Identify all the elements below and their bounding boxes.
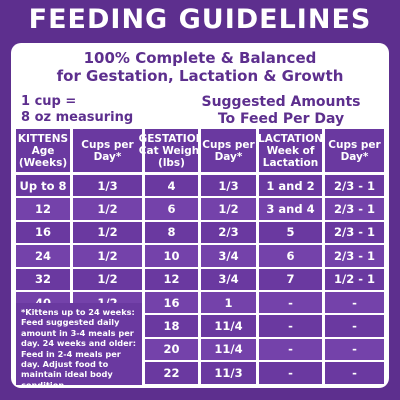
- page-title: FEEDING GUIDELINES: [28, 4, 372, 35]
- lactation-week-cell: -: [259, 292, 322, 314]
- lactation-week-cell: -: [259, 315, 322, 337]
- subtitle-line-1: 100% Complete & Balanced: [83, 49, 317, 67]
- gestation-weight-cell: 18: [145, 315, 198, 337]
- kittens-age-cell: 24: [16, 245, 70, 267]
- gestation-cups-cell: 3/4: [201, 268, 256, 290]
- kittens-cups-cell: 1/2: [73, 198, 142, 220]
- lactation-cups-cell: 2/3 - 1: [325, 198, 384, 220]
- lactation-cups-cell: -: [325, 292, 384, 314]
- kittens-footnote: *Kittens up to 24 weeks: Feed suggested …: [16, 303, 142, 388]
- lactation-cups-cell: -: [325, 362, 384, 384]
- lactation-cups-cell: -: [325, 338, 384, 361]
- gestation-cups-cell: 1/2: [201, 198, 256, 220]
- suggested-line-1: Suggested Amounts: [201, 94, 361, 110]
- gestation-weight-cell: 22: [145, 362, 198, 384]
- gestation-cups-cell: 11/4: [201, 338, 256, 361]
- lactation-cups-cell: 2/3 - 1: [325, 245, 384, 267]
- lactation-week-cell: 1 and 2: [259, 175, 322, 197]
- gestation-weight-cell: 16: [145, 292, 198, 314]
- gestation-cups-cell: 11/3: [201, 362, 256, 384]
- gestation-cups-cell: 11/4: [201, 315, 256, 337]
- gestation-weight-cell: 20: [145, 338, 198, 361]
- lactation-cups-cell: 2/3 - 1: [325, 175, 384, 197]
- kittens-cups-cell: 1/2: [73, 245, 142, 267]
- gestation-cups-cell: 1/3: [201, 175, 256, 197]
- gestation-weight-cell: 8: [145, 221, 198, 244]
- lactation-week-cell: 6: [259, 245, 322, 267]
- suggested-heading: Suggested Amounts To Feed Per Day: [179, 94, 383, 128]
- kittens-cups-cell: 1/2: [73, 221, 142, 244]
- gestation-cups-cell: 1: [201, 292, 256, 314]
- gestation-cups-cell: 2/3: [201, 221, 256, 244]
- kittens-age-cell: Up to 8: [16, 175, 70, 197]
- guidelines-card: 100% Complete & Balanced for Gestation, …: [11, 43, 389, 388]
- kittens-age-header: KITTENS Age (Weeks): [16, 129, 70, 172]
- lactation-week-cell: -: [259, 338, 322, 361]
- kittens-age-cell: 12: [16, 198, 70, 220]
- subtitle: 100% Complete & Balanced for Gestation, …: [11, 49, 389, 85]
- lactation-week-cell: 3 and 4: [259, 198, 322, 220]
- gestation-weight-header: GESTATION Cat Weight (lbs): [139, 129, 204, 172]
- gestation-weight-cell: 6: [145, 198, 198, 220]
- lactation-cups-cell: -: [325, 315, 384, 337]
- kittens-age-cell: 16: [16, 221, 70, 244]
- subtitle-line-2: for Gestation, Lactation & Growth: [56, 67, 344, 85]
- lactation-week-cell: 5: [259, 221, 322, 244]
- kittens-cups-cell: 1/3: [73, 175, 142, 197]
- lactation-cups-cell: 2/3 - 1: [325, 221, 384, 244]
- kittens-cups-header: Cups per Day*: [73, 129, 142, 172]
- gestation-weight-cell: 4: [145, 175, 198, 197]
- suggested-line-2: To Feed Per Day: [217, 111, 345, 127]
- kittens-age-cell: 32: [16, 268, 70, 290]
- gestation-cups-header: Cups per Day*: [201, 129, 256, 172]
- kittens-cups-cell: 1/2: [73, 268, 142, 290]
- lactation-cups-header: Cups per Day*: [325, 129, 384, 172]
- gestation-cups-cell: 3/4: [201, 245, 256, 267]
- lactation-week-cell: 7: [259, 268, 322, 290]
- gestation-weight-cell: 10: [145, 245, 198, 267]
- lactation-week-cell: -: [259, 362, 322, 384]
- gestation-weight-cell: 12: [145, 268, 198, 290]
- measure-line-1: 1 cup =: [21, 94, 77, 109]
- lactation-week-header: LACTATION Week of Lactation: [258, 129, 323, 172]
- lactation-cups-cell: 1/2 - 1: [325, 268, 384, 290]
